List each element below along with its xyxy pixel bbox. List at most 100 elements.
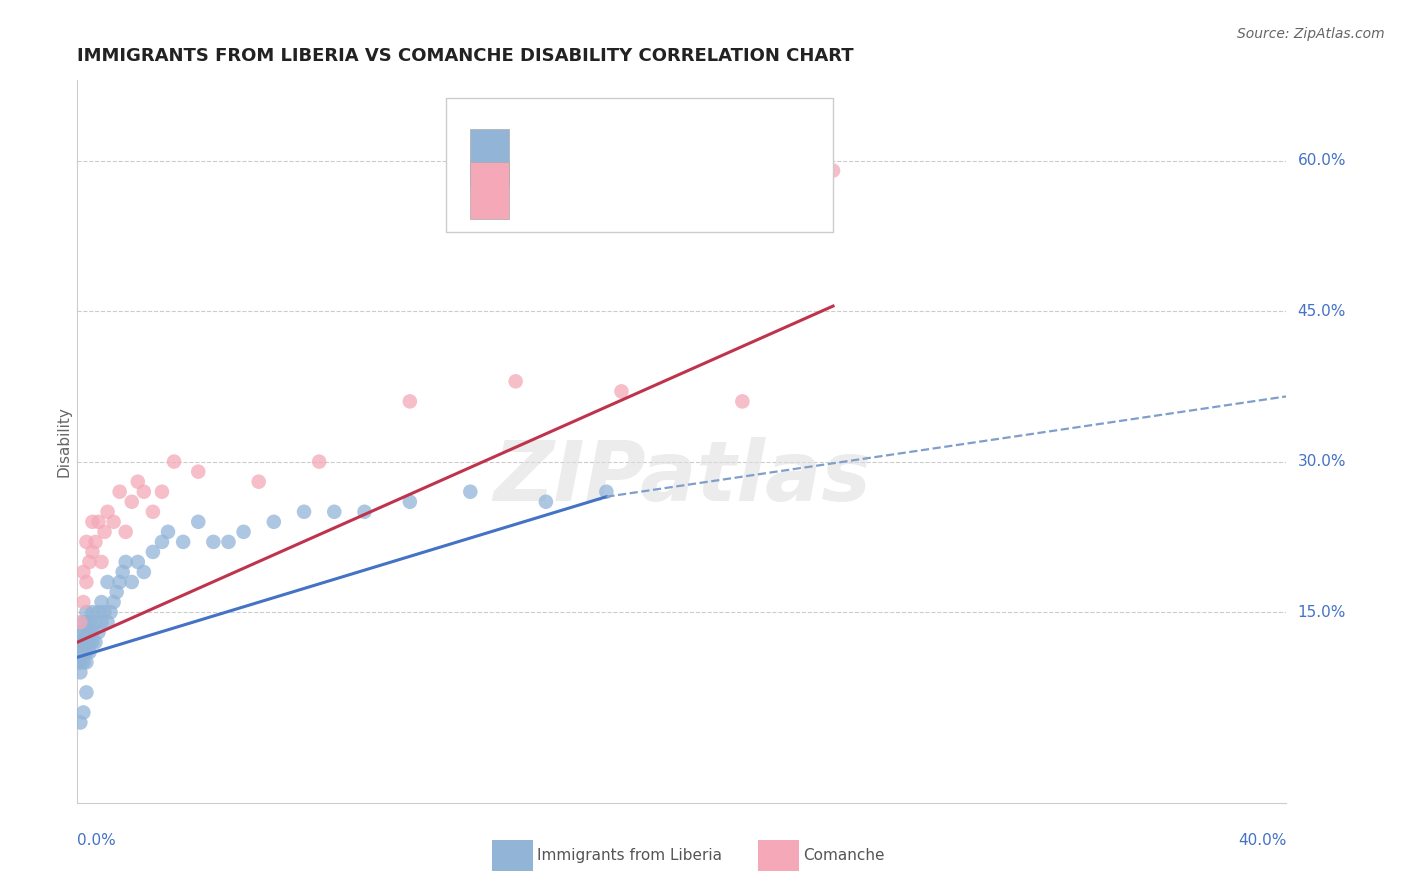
Point bbox=[69, 665, 91, 680]
Point bbox=[157, 524, 180, 539]
Point bbox=[187, 465, 209, 479]
Point bbox=[595, 484, 617, 499]
Point bbox=[72, 706, 94, 720]
Point bbox=[132, 484, 155, 499]
Point bbox=[90, 555, 112, 569]
Point bbox=[108, 575, 131, 590]
Point bbox=[84, 615, 107, 630]
Point bbox=[308, 455, 330, 469]
Point bbox=[150, 535, 173, 549]
Point bbox=[93, 524, 115, 539]
Point bbox=[353, 505, 375, 519]
Point bbox=[82, 545, 104, 559]
Point bbox=[72, 655, 94, 669]
Text: R = 0.633: R = 0.633 bbox=[522, 179, 612, 198]
Point bbox=[114, 524, 136, 539]
Point bbox=[172, 535, 194, 549]
Point bbox=[399, 494, 422, 508]
Point bbox=[69, 655, 91, 669]
Point bbox=[75, 625, 97, 640]
Point bbox=[75, 685, 97, 699]
Point bbox=[69, 635, 91, 649]
Point bbox=[232, 524, 254, 539]
Point bbox=[121, 575, 143, 590]
Point bbox=[79, 635, 101, 649]
Point bbox=[84, 535, 107, 549]
Point bbox=[72, 625, 94, 640]
Point bbox=[610, 384, 633, 399]
Point bbox=[93, 605, 115, 619]
Point bbox=[69, 615, 91, 630]
Point bbox=[72, 615, 94, 630]
FancyBboxPatch shape bbox=[492, 839, 533, 871]
Point bbox=[458, 484, 481, 499]
Point bbox=[103, 515, 125, 529]
Point bbox=[399, 394, 422, 409]
Point bbox=[202, 535, 225, 549]
Point bbox=[731, 394, 754, 409]
Point bbox=[82, 515, 104, 529]
Point bbox=[75, 645, 97, 659]
Point bbox=[75, 605, 97, 619]
Point bbox=[187, 515, 209, 529]
Point bbox=[163, 455, 186, 469]
Text: 0.0%: 0.0% bbox=[77, 833, 117, 848]
Point bbox=[87, 605, 110, 619]
Point bbox=[132, 565, 155, 579]
Text: IMMIGRANTS FROM LIBERIA VS COMANCHE DISABILITY CORRELATION CHART: IMMIGRANTS FROM LIBERIA VS COMANCHE DISA… bbox=[77, 47, 853, 65]
Point bbox=[75, 655, 97, 669]
Point bbox=[67, 655, 90, 669]
Text: 60.0%: 60.0% bbox=[1298, 153, 1346, 168]
FancyBboxPatch shape bbox=[470, 162, 509, 219]
Point bbox=[323, 505, 346, 519]
Text: 30.0%: 30.0% bbox=[1298, 454, 1346, 469]
Text: Source: ZipAtlas.com: Source: ZipAtlas.com bbox=[1237, 27, 1385, 41]
Point bbox=[70, 635, 93, 649]
Point bbox=[82, 605, 104, 619]
Point bbox=[263, 515, 285, 529]
Point bbox=[96, 505, 118, 519]
Point bbox=[142, 545, 165, 559]
Y-axis label: Disability: Disability bbox=[56, 406, 72, 477]
Point bbox=[79, 645, 101, 659]
Point bbox=[111, 565, 134, 579]
Point bbox=[292, 505, 315, 519]
Point bbox=[103, 595, 125, 609]
Point bbox=[505, 375, 527, 389]
Point bbox=[821, 163, 844, 178]
Point bbox=[96, 615, 118, 630]
Point bbox=[69, 645, 91, 659]
Point bbox=[150, 484, 173, 499]
Point bbox=[72, 595, 94, 609]
Text: N = 30: N = 30 bbox=[664, 179, 731, 198]
Point bbox=[90, 615, 112, 630]
Point bbox=[218, 535, 240, 549]
Point bbox=[75, 615, 97, 630]
Point bbox=[75, 575, 97, 590]
FancyBboxPatch shape bbox=[758, 839, 799, 871]
Point bbox=[100, 605, 122, 619]
Text: N = 63: N = 63 bbox=[664, 147, 731, 165]
Point bbox=[121, 494, 143, 508]
Text: 45.0%: 45.0% bbox=[1298, 303, 1346, 318]
FancyBboxPatch shape bbox=[470, 129, 509, 186]
Point bbox=[82, 635, 104, 649]
FancyBboxPatch shape bbox=[446, 98, 832, 232]
Point bbox=[127, 475, 149, 489]
Point bbox=[127, 555, 149, 569]
Point bbox=[72, 565, 94, 579]
Point bbox=[90, 595, 112, 609]
Point bbox=[72, 635, 94, 649]
Point bbox=[70, 645, 93, 659]
Text: ZIPatlas: ZIPatlas bbox=[494, 437, 870, 518]
Point bbox=[75, 535, 97, 549]
Text: 40.0%: 40.0% bbox=[1239, 833, 1286, 848]
Point bbox=[114, 555, 136, 569]
Point bbox=[108, 484, 131, 499]
Point bbox=[96, 575, 118, 590]
Point bbox=[247, 475, 270, 489]
Point bbox=[79, 625, 101, 640]
Text: 15.0%: 15.0% bbox=[1298, 605, 1346, 620]
Point bbox=[87, 515, 110, 529]
Text: Immigrants from Liberia: Immigrants from Liberia bbox=[537, 848, 721, 863]
